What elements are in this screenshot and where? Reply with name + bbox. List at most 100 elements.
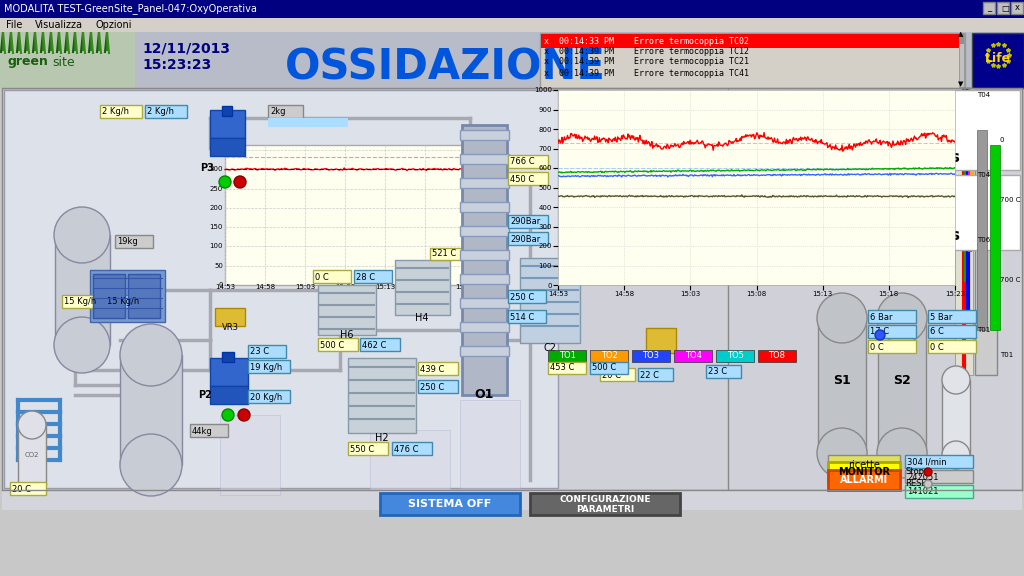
Text: 700 C: 700 C bbox=[1000, 197, 1021, 203]
Bar bbox=[0, 0, 1024, 18]
Bar bbox=[460, 400, 520, 488]
Bar bbox=[360, 338, 400, 351]
Bar bbox=[4, 90, 558, 488]
Text: 12/11/2013: 12/11/2013 bbox=[142, 41, 230, 55]
Bar bbox=[1011, 2, 1023, 14]
Bar bbox=[541, 34, 959, 48]
Text: File: File bbox=[6, 20, 23, 30]
Text: 15:23:23: 15:23:23 bbox=[142, 58, 211, 72]
Bar bbox=[646, 328, 676, 353]
Bar bbox=[395, 260, 450, 315]
Text: 50: 50 bbox=[214, 263, 223, 269]
Text: □: □ bbox=[1001, 3, 1009, 13]
Text: P2: P2 bbox=[198, 390, 212, 400]
Bar bbox=[632, 350, 670, 362]
Text: 15:13: 15:13 bbox=[375, 284, 395, 290]
Text: 462 C: 462 C bbox=[362, 340, 386, 350]
Bar bbox=[190, 424, 228, 437]
Text: 23 C: 23 C bbox=[708, 367, 727, 377]
Text: 15:03: 15:03 bbox=[295, 284, 315, 290]
Text: 453 C: 453 C bbox=[550, 363, 574, 373]
Circle shape bbox=[120, 434, 182, 496]
Text: 250: 250 bbox=[210, 185, 223, 192]
Bar bbox=[758, 350, 796, 362]
Text: 0: 0 bbox=[218, 282, 223, 288]
Bar bbox=[248, 345, 286, 358]
Bar bbox=[2, 88, 1022, 490]
Bar bbox=[62, 295, 102, 308]
Bar bbox=[548, 362, 586, 374]
Bar bbox=[460, 322, 509, 332]
Bar bbox=[508, 290, 546, 303]
Text: 700 C: 700 C bbox=[1000, 277, 1021, 283]
Circle shape bbox=[942, 441, 970, 469]
Bar bbox=[828, 455, 900, 475]
Circle shape bbox=[817, 293, 867, 343]
Circle shape bbox=[877, 428, 927, 478]
Text: 450 C: 450 C bbox=[510, 175, 535, 184]
Bar bbox=[354, 270, 392, 283]
Text: 2 Kg/h: 2 Kg/h bbox=[102, 108, 129, 116]
Text: 0 C: 0 C bbox=[315, 272, 329, 282]
Text: T06: T06 bbox=[977, 237, 990, 243]
Text: x: x bbox=[1015, 3, 1020, 13]
Bar bbox=[120, 355, 182, 465]
Bar bbox=[348, 358, 416, 433]
Bar bbox=[460, 202, 509, 212]
Bar bbox=[248, 390, 290, 403]
Bar bbox=[215, 308, 245, 326]
Bar bbox=[210, 386, 248, 404]
Text: 290Bar: 290Bar bbox=[510, 218, 541, 226]
Circle shape bbox=[54, 207, 110, 263]
Bar bbox=[520, 258, 580, 343]
Text: 17 C: 17 C bbox=[870, 328, 889, 336]
Text: TO2: TO2 bbox=[600, 351, 617, 361]
Text: Opzioni: Opzioni bbox=[95, 20, 131, 30]
Bar bbox=[460, 226, 509, 236]
Bar bbox=[844, 175, 1020, 250]
Text: 15 Kg/h: 15 Kg/h bbox=[106, 297, 139, 306]
Bar bbox=[210, 110, 245, 138]
Text: PARAMETRI: PARAMETRI bbox=[575, 505, 634, 513]
Bar bbox=[225, 145, 465, 285]
Text: 20 Kg/h: 20 Kg/h bbox=[250, 392, 283, 401]
Text: ▼: ▼ bbox=[958, 81, 964, 87]
Text: 300: 300 bbox=[210, 166, 223, 172]
Bar bbox=[2, 490, 1022, 510]
Bar bbox=[716, 350, 754, 362]
Text: 15 Kg/h: 15 Kg/h bbox=[63, 297, 96, 306]
Bar bbox=[115, 235, 153, 248]
Text: CO2: CO2 bbox=[25, 452, 39, 458]
Bar bbox=[418, 362, 458, 375]
Bar bbox=[462, 125, 507, 395]
Text: 14:58: 14:58 bbox=[255, 284, 275, 290]
Bar bbox=[928, 325, 976, 338]
Text: CONFIGURAZIONE: CONFIGURAZIONE bbox=[559, 495, 650, 505]
Bar bbox=[0, 18, 1024, 32]
Bar bbox=[370, 430, 450, 490]
Text: 500 C: 500 C bbox=[592, 363, 616, 373]
Text: ricette: ricette bbox=[848, 460, 880, 470]
Text: 20 C: 20 C bbox=[602, 370, 621, 380]
Bar bbox=[55, 235, 110, 345]
Text: SISTEMA OFF: SISTEMA OFF bbox=[409, 499, 492, 509]
Circle shape bbox=[871, 113, 885, 127]
Bar bbox=[268, 118, 348, 127]
Bar bbox=[18, 425, 46, 485]
Bar bbox=[590, 350, 628, 362]
Text: 19kg: 19kg bbox=[117, 237, 138, 247]
Bar bbox=[548, 350, 586, 362]
Bar bbox=[530, 493, 680, 515]
Circle shape bbox=[219, 176, 231, 188]
Text: H6: H6 bbox=[340, 330, 353, 340]
Bar bbox=[460, 250, 509, 260]
Bar bbox=[0, 32, 135, 88]
Text: TO3: TO3 bbox=[642, 351, 659, 361]
Text: 2kg: 2kg bbox=[270, 108, 286, 116]
Text: 100: 100 bbox=[210, 244, 223, 249]
Bar bbox=[540, 33, 965, 88]
Text: 242051: 242051 bbox=[907, 472, 939, 482]
Text: O1: O1 bbox=[474, 388, 494, 401]
Text: 0h  00m  00s: 0h 00m 00s bbox=[850, 150, 959, 165]
Bar bbox=[222, 352, 234, 362]
